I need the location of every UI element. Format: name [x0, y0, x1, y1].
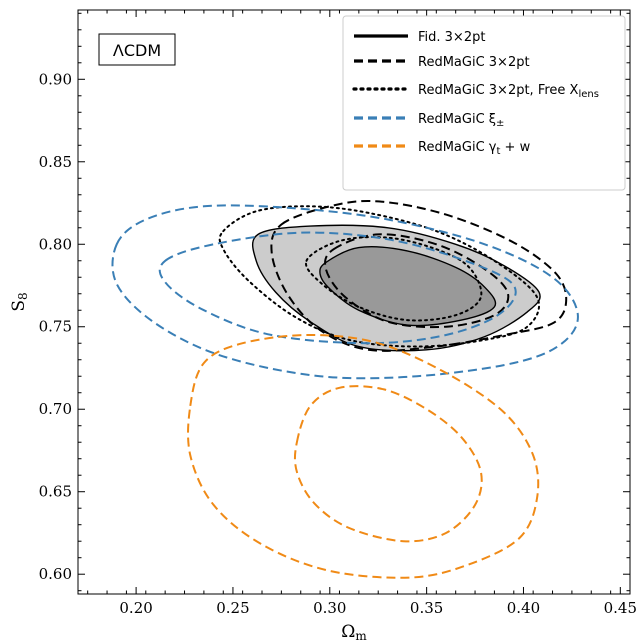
- y-tick-label: 0.85: [39, 153, 72, 171]
- legend-label-4: RedMaGiC γt + w: [418, 140, 531, 157]
- series-4: [187, 333, 540, 579]
- y-tick-label: 0.75: [39, 318, 72, 336]
- legend-label-0: Fid. 3×2pt: [418, 30, 485, 45]
- contour-2-outer: [218, 205, 541, 348]
- y-tick-label: 0.90: [39, 70, 72, 88]
- model-tag-box: [98, 33, 176, 66]
- x-tick-label: 0.40: [507, 599, 540, 617]
- contour-layer: [111, 200, 579, 579]
- y-tick-label: 0.60: [39, 565, 72, 583]
- x-tick-label: 0.35: [410, 599, 443, 617]
- legend-label-2: RedMaGiC 3×2pt, Free Xlens: [418, 83, 599, 100]
- contour-3-outer: [111, 204, 579, 380]
- series-3: [111, 204, 579, 380]
- contour-3-inner: [158, 231, 517, 345]
- plot-frame: [77, 9, 631, 595]
- ticks: 0.20 0.25 0.30 0.35 0.40 0.45 0.60 0.65 0.70 0.75…: [39, 10, 637, 617]
- y-tick-label: 0.65: [39, 483, 72, 501]
- series-0: [251, 224, 541, 352]
- legend-label-3: RedMaGiC ξ±: [418, 112, 504, 129]
- legend-box: [342, 15, 626, 191]
- contour-0-inner: [319, 246, 497, 327]
- y-axis-label: S8: [9, 292, 30, 311]
- axes: [77, 9, 631, 595]
- contour-4-inner: [293, 385, 483, 543]
- legend: Fid. 3×2pt RedMaGiC 3×2pt RedMaGiC 3×2pt, …: [342, 15, 626, 191]
- y-tick-label: 0.70: [39, 400, 72, 418]
- series-1: [270, 200, 568, 352]
- model-tag-text: ΛCDM: [113, 41, 161, 60]
- contour-1-outer: [270, 200, 568, 352]
- x-axis-label: Ωm: [341, 622, 367, 642]
- x-tick-label: 0.25: [216, 599, 249, 617]
- x-tick-label: 0.20: [119, 599, 152, 617]
- contour-4-outer: [187, 333, 540, 579]
- x-tick-label: 0.30: [313, 599, 346, 617]
- x-tick-label: 0.45: [604, 599, 637, 617]
- y-tick-label: 0.80: [39, 235, 72, 253]
- legend-label-1: RedMaGiC 3×2pt: [418, 55, 530, 70]
- contour-1-inner: [324, 233, 510, 329]
- model-tag: ΛCDM: [98, 33, 176, 66]
